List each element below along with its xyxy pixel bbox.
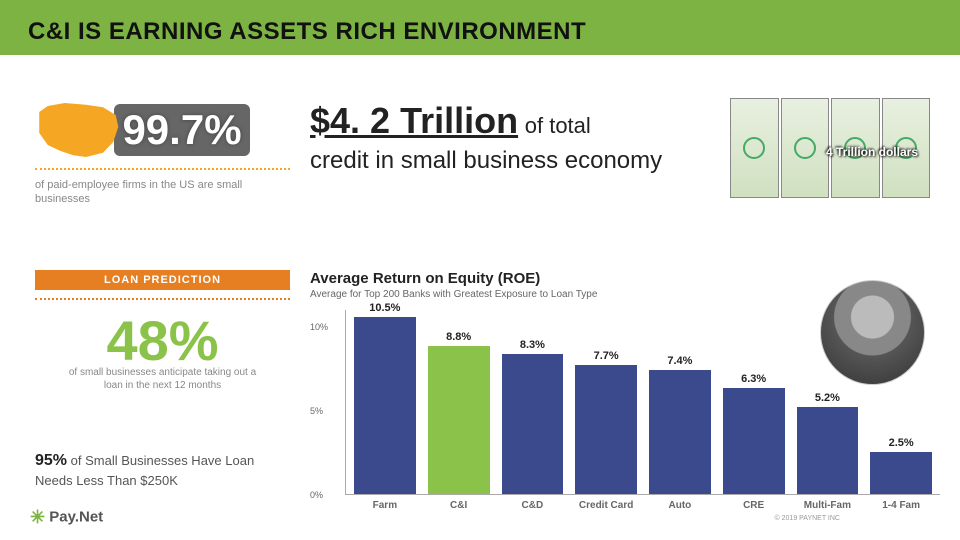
stat-95-text: of Small Businesses Have Loan Needs Less… [35, 453, 254, 488]
chart-bar-label: C&I [450, 500, 467, 511]
chart-ytick: 10% [310, 322, 328, 332]
chart-bar-rect [575, 365, 637, 495]
chart-bar-rect [354, 317, 416, 494]
chart-bar-label: Auto [668, 500, 691, 511]
headline-rest: credit in small business economy [310, 147, 662, 174]
logo-text: Pay.Net [49, 508, 103, 525]
chart-ytick: 0% [310, 490, 323, 500]
chart-bar-label: C&D [522, 500, 544, 511]
chart-bar-rect [649, 370, 711, 494]
chart-bar-label: Multi-Fam [804, 500, 851, 511]
chart-bar-farm: 10.5%Farm [354, 302, 416, 494]
chart-bar-value: 8.8% [446, 331, 471, 343]
chart-bar-label: Farm [373, 500, 397, 511]
headline-mid: of total [525, 113, 591, 138]
stat-997-caption: of paid-employee firms in the US are sma… [35, 178, 290, 207]
page-title: C&I IS EARNING ASSETS RICH ENVIRONMENT [28, 18, 586, 46]
dollars-label: 4 Trillion dollars [826, 145, 918, 159]
logo-icon: ✳ [30, 507, 45, 527]
stat-997-value: 99.7% [114, 104, 249, 156]
chart-bar-label: CRE [743, 500, 764, 511]
loan-prediction-banner: LOAN PREDICTION [35, 270, 290, 290]
chart-bar-value: 6.3% [741, 373, 766, 385]
stat-95-bold: 95% [35, 452, 67, 469]
chart-bar-rect [723, 388, 785, 494]
chart-bar-label: 1-4 Fam [882, 500, 920, 511]
loan-prediction-caption: of small businesses anticipate taking ou… [35, 366, 290, 392]
chart-bar-value: 10.5% [369, 302, 400, 314]
chart-bar-cre: 6.3%CRE [723, 373, 785, 494]
chart-bar-value: 7.4% [667, 355, 692, 367]
chart-title: Average Return on Equity (ROE) [310, 270, 940, 287]
chart-bar-rect [502, 354, 564, 494]
paynet-logo: ✳ Pay.Net [30, 507, 103, 528]
dotted-divider [35, 168, 290, 170]
headline-block: $4. 2 Trillion of total credit in small … [310, 98, 710, 176]
chart-bar-1-4-fam: 2.5%1-4 Fam [870, 437, 932, 494]
chart-bar-multi-fam: 5.2%Multi-Fam [797, 392, 859, 494]
dotted-divider [35, 298, 290, 300]
chart-bar-value: 7.7% [594, 350, 619, 362]
headline-big: $4. 2 Trillion [310, 100, 518, 141]
dollar-bill-icon [730, 98, 779, 198]
chart-bar-rect [428, 346, 490, 494]
chart-bar-rect [797, 407, 859, 494]
chart-plot-area: 10.5%Farm8.8%C&I8.3%C&D7.7%Credit Card7.… [310, 310, 940, 520]
chart-subtitle: Average for Top 200 Banks with Greatest … [310, 289, 940, 300]
roe-chart: Average Return on Equity (ROE) Average f… [310, 270, 940, 520]
loan-prediction-value: 48% [35, 316, 290, 366]
chart-bar-auto: 7.4%Auto [649, 355, 711, 494]
chart-bar-credit-card: 7.7%Credit Card [575, 350, 637, 495]
stat-95-block: 95% of Small Businesses Have Loan Needs … [35, 450, 295, 491]
chart-bar-value: 8.3% [520, 339, 545, 351]
loan-prediction-block: LOAN PREDICTION 48% of small businesses … [35, 270, 290, 400]
copyright: © 2019 PAYNET INC [775, 515, 840, 522]
chart-ytick: 5% [310, 406, 323, 416]
us-map-icon [35, 100, 120, 160]
chart-bar-c-i: 8.8%C&I [428, 331, 490, 494]
chart-bar-value: 2.5% [889, 437, 914, 449]
dollar-bill-icon [781, 98, 830, 198]
chart-bar-rect [870, 452, 932, 494]
stat-997-block: 99.7% of paid-employee firms in the US a… [35, 100, 290, 207]
chart-bar-c-d: 8.3%C&D [502, 339, 564, 494]
chart-bar-label: Credit Card [579, 500, 633, 511]
chart-bars-container: 10.5%Farm8.8%C&I8.3%C&D7.7%Credit Card7.… [345, 310, 940, 495]
chart-bar-value: 5.2% [815, 392, 840, 404]
